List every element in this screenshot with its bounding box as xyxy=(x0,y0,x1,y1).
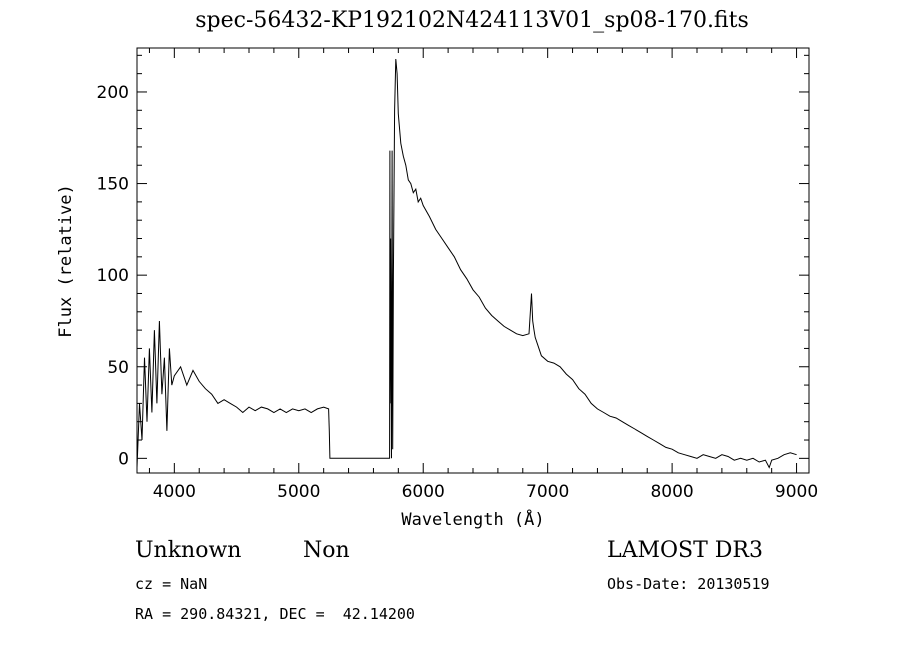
y-tick-label: 100 xyxy=(97,266,129,286)
chart-title: spec-56432-KP192102N424113V01_sp08-170.f… xyxy=(195,8,749,33)
x-tick-label: 7000 xyxy=(526,482,569,502)
redshift-text: cz = NaN xyxy=(135,575,208,593)
object-class: Unknown xyxy=(135,538,242,563)
y-tick-label: 0 xyxy=(118,449,129,469)
axis-ticks xyxy=(137,48,809,473)
x-tick-label: 4000 xyxy=(153,482,196,502)
y-tick-label: 200 xyxy=(97,83,129,103)
x-axis-label: Wavelength (Å) xyxy=(401,510,545,530)
observation-date: Obs-Date: 20130519 xyxy=(607,575,770,593)
axis-tick-labels: 4000 5000 6000 7000 8000 9000 0 50 100 150 200 xyxy=(97,83,819,502)
x-tick-label: 6000 xyxy=(402,482,445,502)
y-axis-label: Flux (relative) xyxy=(56,184,76,338)
object-subclass: Non xyxy=(303,538,350,563)
y-tick-label: 50 xyxy=(107,358,129,378)
survey-name: LAMOST DR3 xyxy=(607,538,763,563)
x-tick-label: 8000 xyxy=(650,482,693,502)
coordinates-text: RA = 290.84321, DEC = 42.14200 xyxy=(135,605,415,623)
plot-frame xyxy=(136,47,810,474)
x-tick-label: 9000 xyxy=(775,482,818,502)
y-tick-label: 150 xyxy=(97,175,129,195)
x-tick-label: 5000 xyxy=(277,482,320,502)
spectrum-line xyxy=(136,58,797,469)
